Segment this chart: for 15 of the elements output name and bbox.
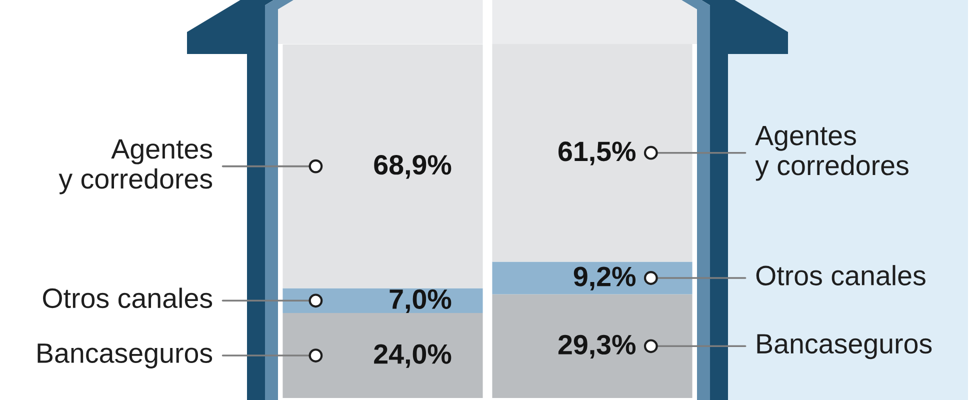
text: Otros canales xyxy=(756,265,926,286)
data-label: 9,2% xyxy=(574,266,636,290)
text: Agentes y corredores xyxy=(58,139,212,194)
data-label: 7,0% xyxy=(390,289,452,314)
bar xyxy=(492,262,692,294)
data-label: 29,3% xyxy=(558,334,636,359)
data-label: 61,5% xyxy=(558,142,636,166)
bar xyxy=(492,294,692,398)
text: Bancaseguros xyxy=(757,334,932,360)
bar xyxy=(282,313,483,398)
text: Agentes y corredores xyxy=(755,126,908,181)
text: Otros canales xyxy=(43,288,212,308)
data-label: 24,0% xyxy=(374,344,452,368)
data-label: 68,9% xyxy=(374,155,452,179)
text: Bancaseguros xyxy=(38,344,212,368)
